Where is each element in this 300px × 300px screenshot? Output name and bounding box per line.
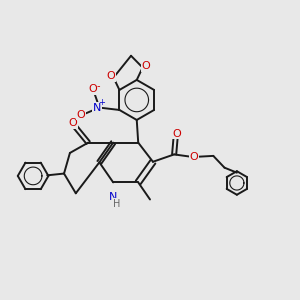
Text: O: O bbox=[107, 71, 116, 81]
Text: O: O bbox=[172, 128, 181, 139]
Text: N: N bbox=[93, 103, 101, 112]
Text: O: O bbox=[141, 61, 150, 71]
Text: O: O bbox=[77, 110, 85, 120]
Text: -: - bbox=[97, 81, 100, 91]
Text: H: H bbox=[113, 199, 120, 208]
Text: O: O bbox=[88, 84, 97, 94]
Text: N: N bbox=[109, 191, 117, 202]
Text: O: O bbox=[68, 118, 77, 128]
Text: +: + bbox=[99, 98, 106, 107]
Text: O: O bbox=[189, 152, 198, 162]
